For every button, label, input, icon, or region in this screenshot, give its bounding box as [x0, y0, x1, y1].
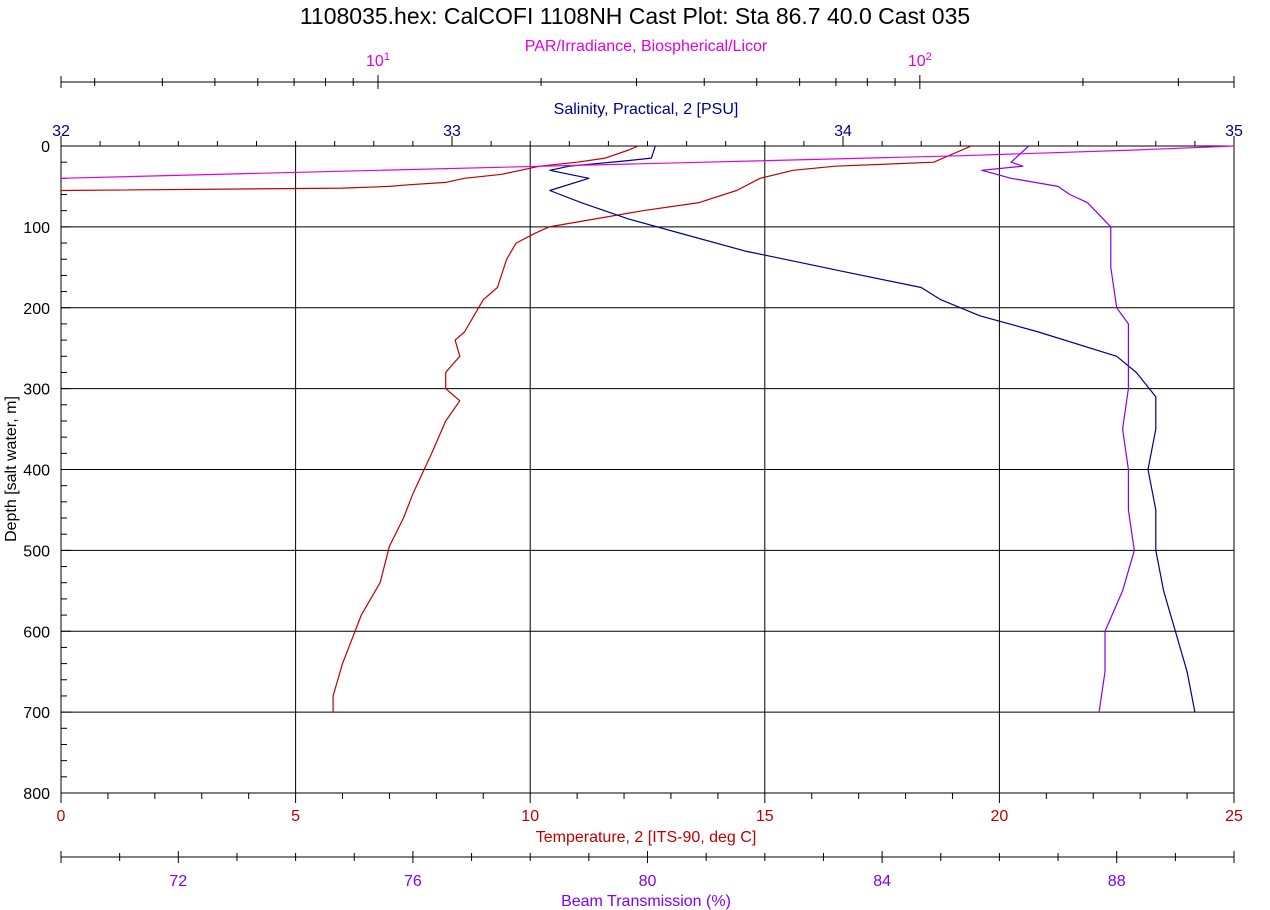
par-profile-line — [60, 145, 1235, 179]
par-tick-label: 101 — [366, 51, 390, 70]
salinity-tick-label: 33 — [443, 123, 461, 140]
beam-tick-label: 72 — [169, 873, 187, 890]
temperature-tick-label: 25 — [1225, 808, 1243, 825]
depth-tick-label: 100 — [23, 220, 50, 237]
depth-tick-label: 700 — [23, 705, 50, 722]
depth-tick-label: 300 — [23, 382, 50, 399]
depth-tick-label: 400 — [23, 463, 50, 480]
salinity-tick-label: 35 — [1225, 123, 1243, 140]
beam-tick-label: 80 — [639, 873, 657, 890]
beam-axis-label: Beam Transmission (%) — [561, 893, 731, 910]
beam-tick-label: 84 — [873, 873, 891, 890]
grid-lines — [60, 145, 1235, 794]
depth-tick-label: 200 — [23, 301, 50, 318]
depth-tick-label: 500 — [23, 543, 50, 560]
beam-profile-line — [981, 145, 1135, 713]
temperature_b-profile-line — [332, 145, 972, 713]
salinity-tick-label: 32 — [52, 123, 70, 140]
salinity-axis-label: Salinity, Practical, 2 [PSU] — [554, 101, 739, 118]
temperature-tick-label: 15 — [756, 808, 774, 825]
depth-axis-label: Depth [salt water, m] — [3, 396, 20, 542]
chart-title: 1108035.hex: CalCOFI 1108NH Cast Plot: S… — [300, 3, 970, 29]
beam-tick-label: 88 — [1108, 873, 1126, 890]
depth-tick-label: 600 — [23, 624, 50, 641]
par-tick-label: 102 — [908, 51, 932, 70]
temperature-tick-label: 10 — [521, 808, 539, 825]
data-series — [60, 145, 1235, 713]
temperature-axis-label: Temperature, 2 [ITS-90, deg C] — [536, 829, 757, 846]
beam-tick-label: 76 — [404, 873, 422, 890]
par-axis-label: PAR/Irradiance, Biospherical/Licor — [525, 38, 768, 55]
temperature-tick-label: 5 — [291, 808, 300, 825]
temperature-profile-line — [60, 145, 639, 192]
temperature-tick-label: 0 — [57, 808, 66, 825]
axes: 0 100 200 300 400 500 600 700 800 0 5 10 15 20 25 32 33 3… — [23, 51, 1243, 890]
salinity-tick-label: 34 — [834, 123, 852, 140]
temperature-tick-label: 20 — [991, 808, 1009, 825]
salinity-profile-line — [549, 145, 1196, 713]
depth-tick-label: 800 — [23, 786, 50, 803]
depth-tick-label: 0 — [41, 139, 50, 156]
